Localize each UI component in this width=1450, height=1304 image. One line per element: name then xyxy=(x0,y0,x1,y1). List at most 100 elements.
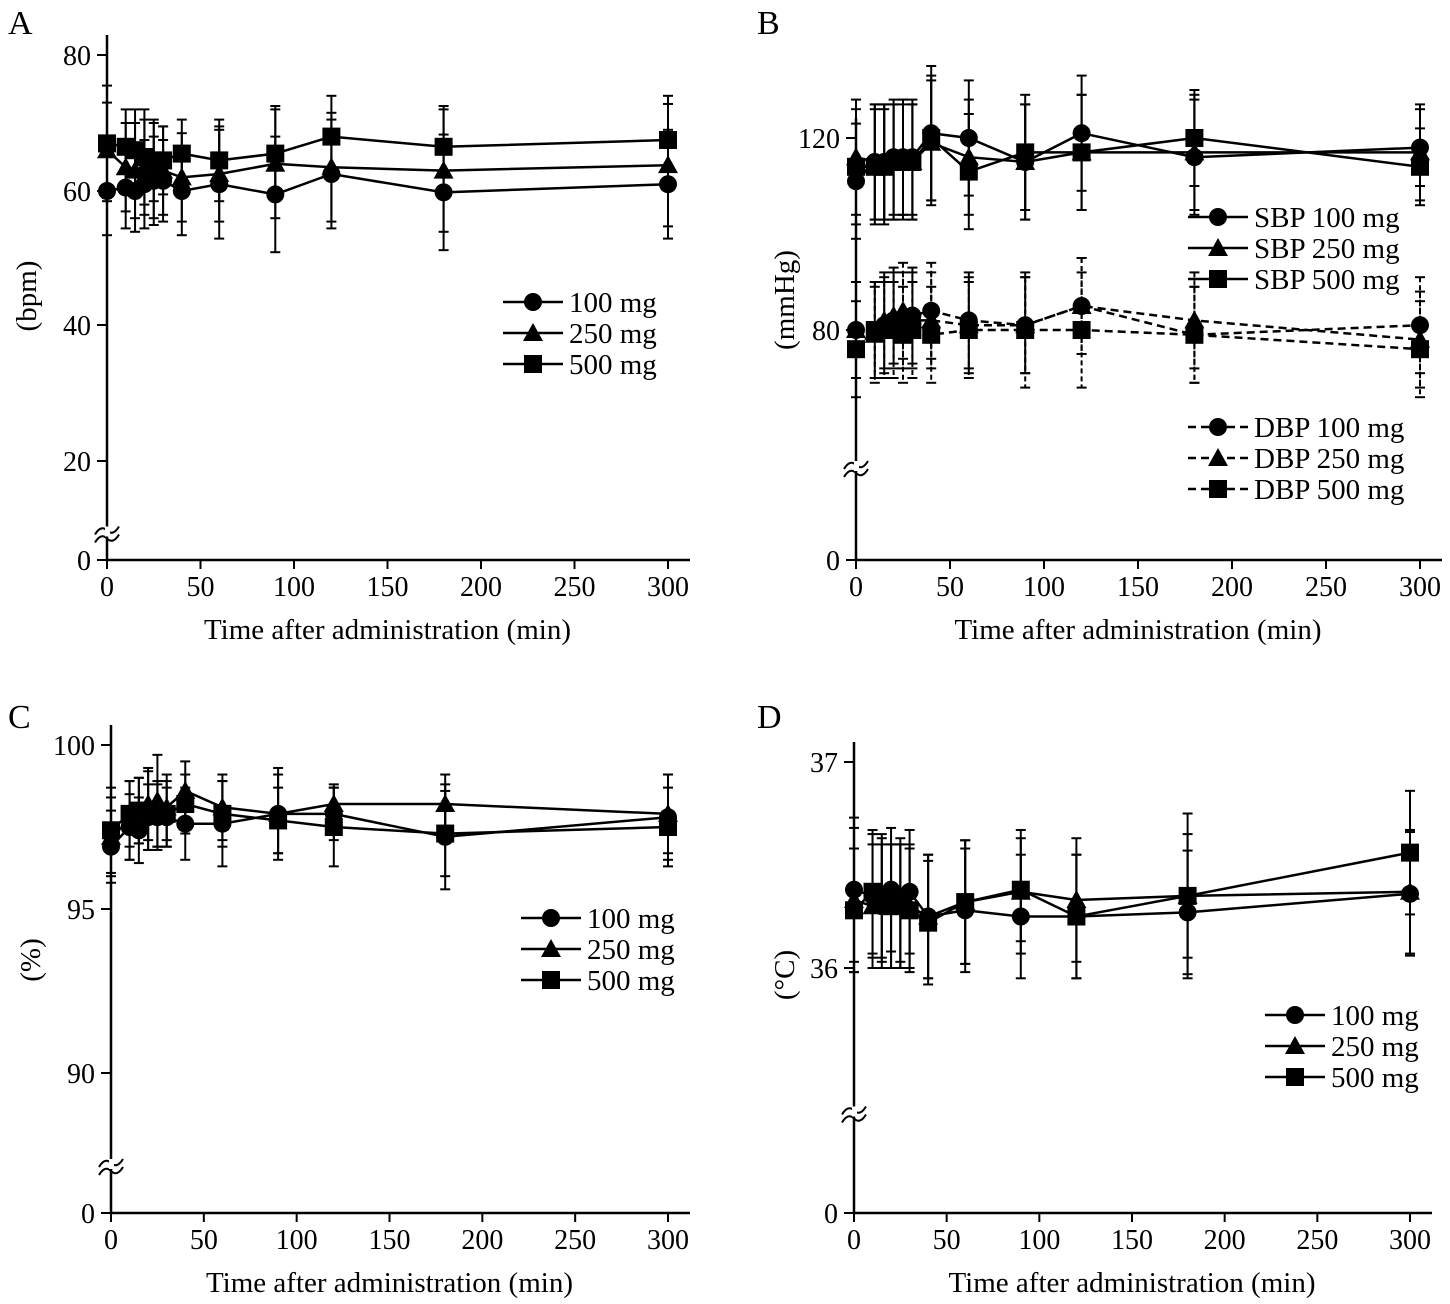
legend-marker xyxy=(1286,1068,1304,1086)
y-tick-label: 0 xyxy=(824,1199,838,1230)
data-point xyxy=(434,137,453,156)
legend-label: 100 mg xyxy=(1331,1000,1419,1032)
data-point xyxy=(1411,340,1429,359)
y-tick-label: 36 xyxy=(810,954,838,985)
y-tick-label: 40 xyxy=(63,311,91,342)
panel-A: A 0 20 40 60 80 0 50 100 150 200 250 300 Time after a… xyxy=(8,5,690,646)
x-tick-label: 0 xyxy=(104,1225,118,1256)
y-tick-label: 90 xyxy=(67,1059,95,1090)
y-tick-label: 80 xyxy=(63,41,91,72)
x-tick-label: 250 xyxy=(554,572,596,603)
x-tick-label: 200 xyxy=(1211,572,1253,603)
x-axis-label: Time after administration (min) xyxy=(954,614,1321,646)
legend-label: 250 mg xyxy=(587,934,675,966)
panel-letter: B xyxy=(757,5,780,42)
legend-label: DBP 500 mg xyxy=(1254,474,1404,506)
series-line xyxy=(856,304,1421,337)
series-line xyxy=(856,136,1421,174)
y-axis-label: (bpm) xyxy=(11,261,43,332)
y-tick-label: 120 xyxy=(798,124,840,155)
x-tick-label: 150 xyxy=(367,572,409,603)
legend-marker xyxy=(1209,480,1227,498)
data-point xyxy=(1185,129,1204,147)
legend-label: 500 mg xyxy=(1331,1062,1419,1094)
axis-break-mark xyxy=(841,1113,867,1124)
data-point xyxy=(172,144,191,163)
x-axis-label: Time after administration (min) xyxy=(948,1267,1315,1299)
x-tick-label: 200 xyxy=(1204,1225,1246,1256)
x-tick-label: 300 xyxy=(647,572,689,603)
y-axis-label: (mmHg) xyxy=(769,250,801,350)
x-tick-label: 250 xyxy=(1305,572,1347,603)
x-tick-label: 150 xyxy=(1117,572,1159,603)
x-tick-label: 100 xyxy=(1023,572,1065,603)
legend-label: 100 mg xyxy=(569,287,657,319)
legend-label: 500 mg xyxy=(569,349,657,381)
x-tick-label: 0 xyxy=(849,572,863,603)
data-point xyxy=(324,818,343,836)
legend-marker xyxy=(523,323,543,341)
axis-break-gap xyxy=(852,1106,857,1117)
data-point xyxy=(98,134,116,153)
legend-marker xyxy=(1209,208,1227,226)
legend-marker xyxy=(542,909,560,927)
x-tick-label: 50 xyxy=(933,1225,961,1256)
legend-marker xyxy=(1209,418,1227,436)
data-point xyxy=(102,821,120,840)
legend-marker xyxy=(1208,448,1228,466)
data-point xyxy=(922,129,941,147)
data-point xyxy=(436,824,455,843)
legend-label: SBP 500 mg xyxy=(1254,264,1400,296)
x-tick-label: 300 xyxy=(1389,1225,1431,1256)
data-point xyxy=(1016,321,1035,339)
data-point xyxy=(900,901,919,920)
series-sbp-250-mg: SBP 250 mg xyxy=(846,79,1430,265)
legend-marker xyxy=(541,939,561,957)
panel-C: C 0 90 95 100 0 50 100 150 200 250 300 Time after ad… xyxy=(8,699,690,1299)
legend-marker xyxy=(1209,270,1227,288)
x-tick-label: 150 xyxy=(369,1225,411,1256)
series-line xyxy=(110,802,669,835)
data-point xyxy=(847,340,865,359)
data-point xyxy=(1072,143,1091,162)
data-point xyxy=(659,818,677,836)
axis-break-mark xyxy=(98,1166,124,1176)
y-tick-label: 20 xyxy=(63,447,91,478)
y-tick-label: 60 xyxy=(63,177,91,208)
legend-label: 250 mg xyxy=(1331,1031,1419,1063)
data-point xyxy=(903,321,922,339)
data-point xyxy=(959,321,978,339)
data-point xyxy=(919,913,938,932)
y-tick-label: 0 xyxy=(77,546,91,577)
y-tick-label: 95 xyxy=(67,895,95,926)
legend-marker xyxy=(524,293,542,311)
series-sbp-500-mg: SBP 500 mg xyxy=(847,74,1429,296)
panel-letter: D xyxy=(757,699,782,736)
data-point xyxy=(322,127,341,146)
legend-label: 100 mg xyxy=(587,903,675,935)
x-tick-label: 0 xyxy=(100,572,114,603)
legend-label: DBP 250 mg xyxy=(1254,443,1404,475)
data-point xyxy=(1072,321,1091,339)
data-point xyxy=(176,795,195,814)
legend-marker xyxy=(1285,1036,1305,1054)
x-tick-label: 200 xyxy=(460,572,502,603)
data-point xyxy=(956,893,975,912)
x-tick-label: 100 xyxy=(1018,1225,1060,1256)
legend-marker xyxy=(524,355,542,373)
data-point xyxy=(659,131,677,149)
legend-label: 250 mg xyxy=(569,318,657,350)
data-point xyxy=(1011,880,1030,899)
data-point xyxy=(1401,843,1419,862)
panel-B: B 0 80 120 0 50 100 150 200 250 300 Time after admi… xyxy=(757,5,1442,646)
data-point xyxy=(1178,886,1197,905)
y-tick-label: 80 xyxy=(812,316,840,347)
legend-label: 500 mg xyxy=(587,965,675,997)
x-tick-label: 200 xyxy=(461,1225,503,1256)
x-axis-label: Time after administration (min) xyxy=(206,1267,573,1299)
data-point xyxy=(847,157,865,176)
panel-D: D 0 36 37 0 50 100 150 200 250 300 Time after admin… xyxy=(757,699,1432,1299)
axis-break-gap xyxy=(105,526,110,537)
data-point xyxy=(269,811,288,830)
